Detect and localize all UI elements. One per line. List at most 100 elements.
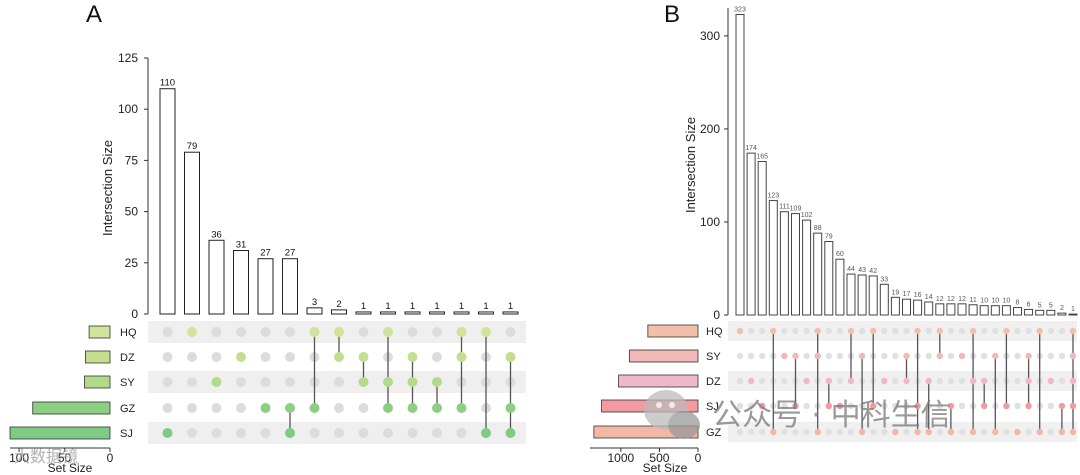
b-bar-value-label: 33 (880, 276, 888, 283)
b-set-size-tick-label: 500 (649, 451, 669, 465)
b-matrix-dot-active (936, 352, 943, 360)
b-matrix-dot-inactive (781, 402, 788, 410)
a-matrix-dot-active (334, 352, 344, 362)
b-intersection-bar (913, 299, 923, 316)
panel-b-matrix (728, 321, 1077, 442)
a-matrix-dot-active (383, 377, 393, 387)
b-matrix-dot-inactive (925, 352, 932, 360)
b-intersection-bar (1013, 307, 1022, 316)
b-matrix-dot-inactive (736, 377, 744, 385)
b-intersection-bar (757, 161, 767, 316)
b-matrix-dot-active (1025, 377, 1032, 385)
b-matrix-dot-inactive (1014, 377, 1021, 385)
b-bar-value-label: 10 (980, 298, 988, 305)
b-set-label: HQ (706, 326, 723, 338)
b-intersection-bar (802, 219, 812, 316)
b-bar-value-label: 60 (836, 251, 844, 258)
b-set-size-bar (618, 374, 699, 388)
b-matrix-dot-active (969, 428, 977, 436)
b-matrix-dot-active (925, 428, 932, 436)
b-matrix-dot-active (1036, 327, 1043, 335)
b-intersection-bar (824, 241, 834, 316)
a-matrix-dot-inactive (162, 327, 173, 337)
a-intersection-bar (208, 239, 225, 315)
a-matrix-dot-active (432, 377, 442, 387)
a-intersection-bar (478, 311, 494, 315)
panel-b-letter: B (664, 1, 680, 28)
a-intersection-bar (306, 307, 323, 315)
b-matrix-dot-inactive (792, 428, 799, 436)
b-matrix-dot-active (903, 352, 910, 360)
b-bar-value-label: 111 (779, 204, 790, 211)
b-matrix-dot-inactive (747, 402, 755, 410)
b-intersection-bar (957, 303, 967, 316)
b-matrix-dot-inactive (936, 428, 943, 436)
b-matrix-dot-active (792, 352, 799, 360)
b-matrix-dot-active (947, 428, 955, 436)
a-bar-value-label: 31 (236, 240, 247, 251)
a-matrix-dot-active (505, 403, 516, 413)
b-bar-value-label: 42 (869, 268, 877, 275)
a-matrix-dot-inactive (260, 428, 271, 438)
a-intersection-bar (331, 309, 347, 315)
b-matrix-dot-active (1058, 428, 1066, 436)
b-matrix-dot-inactive (981, 428, 988, 436)
b-matrix-dot-active (992, 428, 999, 436)
a-matrix-dot-inactive (211, 428, 222, 438)
a-matrix-dot-active (456, 352, 467, 362)
b-matrix-dot-active (858, 352, 866, 360)
b-matrix-dot-inactive (892, 327, 899, 335)
b-bar-value-label: 123 (767, 193, 779, 200)
b-matrix-dot-active (847, 377, 855, 385)
a-intersection-bar (159, 88, 176, 315)
b-matrix-dot-inactive (747, 327, 755, 335)
a-bar-value-label: 1 (361, 301, 366, 312)
panel-b-y-axis-title: Intersection Size (683, 117, 698, 213)
b-intersection-bar (1035, 309, 1045, 316)
a-bar-value-label: 1 (410, 301, 415, 312)
a-intersection-bar (233, 250, 249, 315)
b-matrix-dot-inactive (759, 327, 766, 335)
panel-a-set-size-title: Set Size (48, 461, 93, 475)
b-matrix-dot-inactive (836, 327, 844, 335)
b-intersection-bar (768, 200, 778, 316)
a-bar-value-label: 1 (459, 301, 464, 312)
b-intersection-bar (902, 298, 911, 316)
b-matrix-dot-inactive (958, 428, 966, 436)
a-matrix-dot-inactive (358, 403, 369, 413)
a-matrix-dot-inactive (236, 327, 246, 337)
b-intersection-bar (779, 211, 789, 316)
b-matrix-dot-active (914, 402, 921, 410)
b-matrix-dot-inactive (947, 327, 955, 335)
b-matrix-dot-inactive (1014, 327, 1021, 335)
panel-a-y-ticks: 0 25 50 75 100 125 (118, 51, 149, 321)
b-matrix-dot-inactive (803, 327, 810, 335)
b-matrix-dot-inactive (881, 352, 888, 360)
b-matrix-dot-active (947, 402, 955, 410)
b-bar-value-label: 79 (825, 234, 833, 241)
b-matrix-dot-inactive (858, 327, 866, 335)
b-y-tick-label: 300 (700, 29, 720, 43)
b-matrix-dot-active (1025, 352, 1032, 360)
b-matrix-row-stripe (728, 321, 1077, 341)
panel-b-set-bars: HQ SY DZ SJ GZ 1000 500 0 (590, 324, 723, 465)
b-matrix-dot-active (1036, 428, 1043, 436)
a-matrix-dot-inactive (334, 403, 344, 413)
a-set-size-bar (88, 325, 111, 339)
b-matrix-dot-inactive (958, 377, 966, 385)
b-y-tick-label: 100 (700, 215, 720, 229)
a-matrix-dot-inactive (260, 352, 271, 362)
b-matrix-dot-inactive (736, 352, 744, 360)
b-bar-value-label: 10 (991, 298, 999, 305)
b-matrix-dot-active (770, 327, 777, 335)
b-bar-value-label: 2 (1060, 305, 1064, 312)
a-intersection-bar (380, 311, 396, 315)
a-set-size-tick-label: 0 (107, 451, 114, 465)
b-matrix-dot-active (903, 377, 910, 385)
a-matrix-dot-inactive (407, 327, 418, 337)
b-matrix-dot-inactive (870, 428, 877, 436)
b-set-size-bar (628, 349, 699, 363)
